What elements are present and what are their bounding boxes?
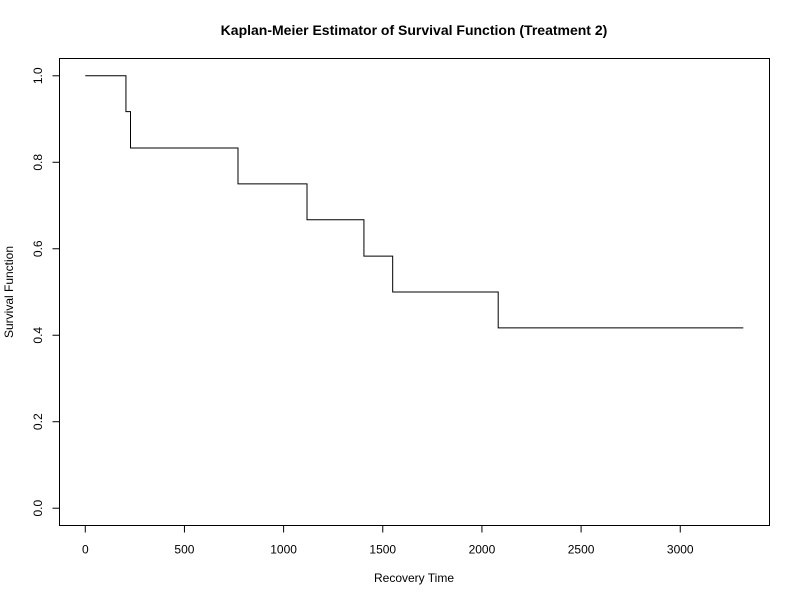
x-tick-label: 500 [174,543,194,557]
y-tick-label: 0.2 [31,413,45,430]
series-layer [85,75,744,329]
x-tick-label: 3000 [667,543,694,557]
y-tick-label: 0.6 [31,240,45,257]
y-axis-title: Survival Function [2,246,16,338]
chart-title: Kaplan-Meier Estimator of Survival Funct… [221,22,608,38]
y-tick-label: 0.0 [31,500,45,517]
x-tick-label: 2500 [568,543,595,557]
x-axis: 0 500 1000 1500 2000 2500 3000 [82,525,694,557]
x-tick-label: 2000 [469,543,496,557]
y-tick-label: 0.8 [31,154,45,171]
x-axis-title: Recovery Time [374,571,454,585]
y-tick-label: 0.4 [31,327,45,344]
x-tick-label: 1500 [369,543,396,557]
x-tick-label: 1000 [270,543,297,557]
y-tick-label: 1.0 [31,67,45,84]
y-axis: 0.0 0.2 0.4 0.6 0.8 1.0 [31,67,60,517]
survival-step-line [85,75,744,329]
x-tick-label: 0 [82,543,89,557]
